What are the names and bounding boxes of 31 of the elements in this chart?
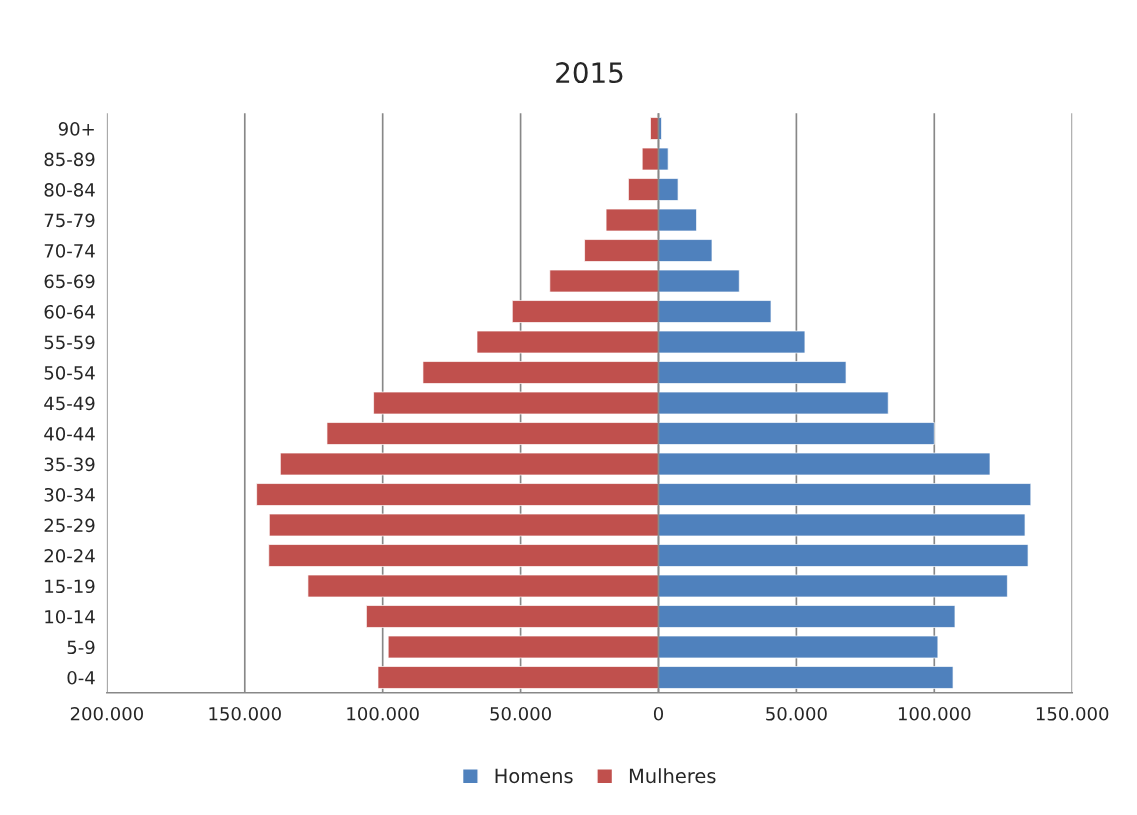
- y-tick-label: 20-24: [44, 548, 95, 563]
- y-tick-label: 65-69: [44, 274, 95, 289]
- y-tick-label: 85-89: [44, 152, 95, 167]
- y-tick-label: 0-4: [67, 670, 95, 685]
- x-tick-label: 150.000: [209, 706, 281, 721]
- y-tick-label: 90+: [58, 121, 94, 136]
- y-tick-label: 10-14: [45, 609, 95, 624]
- y-tick-label: 25-29: [44, 518, 95, 533]
- chart-title: 2015: [556, 62, 623, 84]
- y-tick-label: 35-39: [44, 457, 95, 472]
- legend-label: Homens: [495, 768, 573, 784]
- y-tick-label: 60-64: [44, 304, 95, 319]
- y-tick-label: 55-59: [44, 335, 95, 350]
- x-tick-label: 0: [653, 706, 664, 721]
- x-tick-label: 50.000: [490, 706, 551, 721]
- x-tick-label: 100.000: [347, 706, 419, 721]
- y-tick-label: 5-9: [67, 640, 95, 655]
- y-tick-label: 80-84: [44, 182, 95, 197]
- y-tick-label: 15-19: [45, 579, 95, 594]
- y-tick-label: 50-54: [44, 365, 95, 380]
- legend-label: Mulheres: [629, 768, 716, 784]
- x-tick-label: 200.000: [70, 706, 144, 721]
- x-tick-label: 150.000: [1036, 706, 1109, 721]
- y-tick-label: 45-49: [44, 396, 95, 411]
- y-tick-label: 30-34: [44, 487, 95, 502]
- y-tick-label: 75-79: [44, 213, 95, 228]
- x-tick-label: 100.000: [898, 706, 971, 721]
- x-tick-label: 50.000: [766, 706, 827, 721]
- y-tick-label: 40-44: [44, 426, 95, 441]
- y-tick-label: 70-74: [44, 243, 95, 258]
- bar: [650, 117, 659, 140]
